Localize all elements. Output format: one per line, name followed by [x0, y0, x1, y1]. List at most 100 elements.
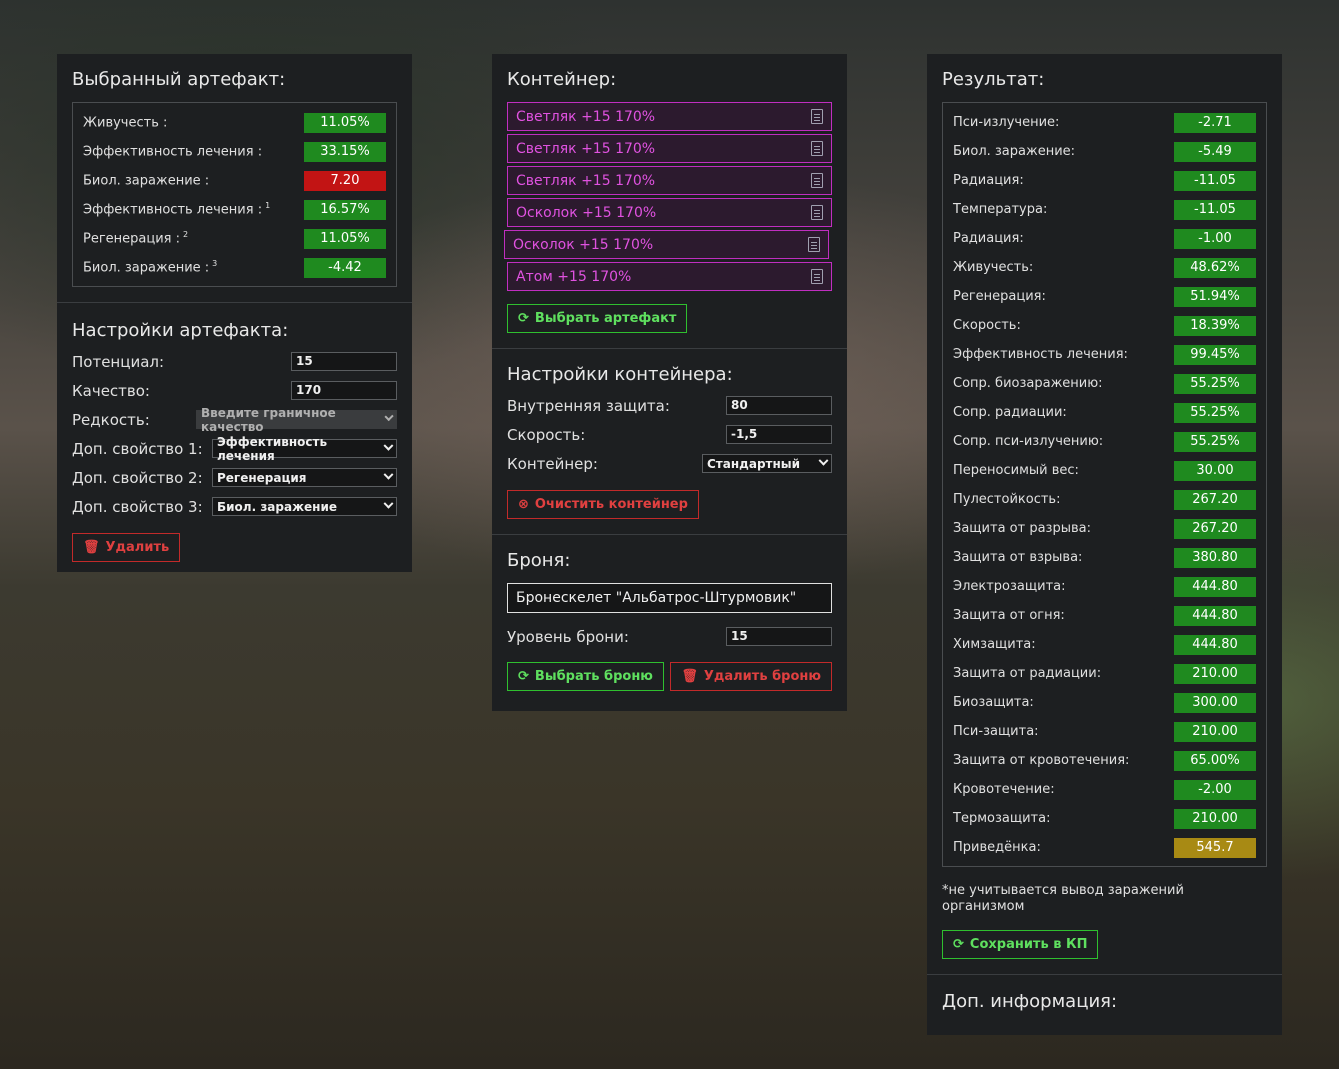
result-stat-row: Эффективность лечения: 99.45% [953, 340, 1256, 369]
document-icon[interactable] [808, 237, 820, 252]
artifact-stat-value: 16.57% [304, 199, 386, 220]
document-icon[interactable] [811, 269, 823, 284]
result-stat-value: 444.80 [1174, 634, 1256, 655]
speed-label: Скорость: [507, 425, 586, 444]
result-stat-row: Скорость: 18.39% [953, 311, 1256, 340]
container-item-label: Осколок +15 170% [516, 204, 657, 221]
save-to-clipboard-label: Сохранить в КП [969, 937, 1088, 952]
artifact-stat-label-text: Эффективность лечения : [83, 202, 263, 218]
result-stat-value: 48.62% [1174, 257, 1256, 278]
result-stat-label: Пси-излучение: [953, 115, 1060, 130]
rarity-row: Редкость: Введите граничное качество [72, 405, 397, 434]
result-stat-label: Электрозащита: [953, 579, 1066, 594]
prop3-row: Доп. свойство 3: Биол. заражение [72, 492, 397, 521]
artifact-stat-label: Живучесть : [83, 114, 170, 131]
document-icon[interactable] [811, 173, 823, 188]
inner-protection-row: Внутренняя защита: 80 [507, 391, 832, 420]
result-stat-row: Сопр. радиации: 55.25% [953, 398, 1256, 427]
artifact-stat-label: Биол. заражение : [83, 172, 212, 189]
container-type-select[interactable]: Стандартный [702, 454, 832, 473]
result-stat-label: Пси-защита: [953, 724, 1039, 739]
container-item[interactable]: Атом +15 170% [507, 262, 832, 291]
container-item[interactable]: Светляк +15 170% [507, 102, 832, 131]
container-item-label: Светляк +15 170% [516, 172, 656, 189]
chevron-down-icon [383, 469, 394, 480]
speed-input[interactable]: -1,5 [726, 425, 832, 444]
potential-input[interactable]: 15 [291, 352, 397, 371]
armor-name-field[interactable]: Бронескелет "Альбатрос-Штурмовик" [507, 583, 832, 613]
result-stat-label: Защита от радиации: [953, 666, 1102, 681]
rarity-select-value: Введите граничное качество [201, 405, 336, 434]
select-armor-label: Выбрать броню [534, 669, 653, 684]
artifact-stat-value: 11.05% [304, 228, 386, 249]
artifact-stat-row: Эффективность лечения :1 16.57% [83, 195, 386, 224]
artifact-stat-value: -4.42 [304, 257, 386, 278]
clear-container-button[interactable]: ⊗ Очистить контейнер [507, 490, 699, 519]
result-stat-label: Радиация: [953, 231, 1024, 246]
document-icon[interactable] [811, 205, 823, 220]
document-icon[interactable] [811, 109, 823, 124]
artifact-panel: Выбранный артефакт: Живучесть : 11.05% Эфф… [57, 54, 412, 572]
result-stat-row: Биол. заражение: -5.49 [953, 137, 1256, 166]
result-stat-label: Защита от взрыва: [953, 550, 1083, 565]
result-stat-row: Биозащита: 300.00 [953, 688, 1256, 717]
rarity-select[interactable]: Введите граничное качество [196, 406, 397, 434]
delete-armor-button[interactable]: 🗑 Удалить броню [670, 662, 832, 691]
artifact-stats: Живучесть : 11.05% Эффективность лечения :… [72, 102, 397, 287]
result-stat-row: Защита от разрыва: 267.20 [953, 514, 1256, 543]
result-stat-label: Сопр. пси-излучению: [953, 434, 1104, 449]
select-armor-button[interactable]: ⟳ Выбрать броню [507, 662, 664, 691]
result-stat-label: Приведёнка: [953, 840, 1041, 855]
artifact-stat-row: Биол. заражение :3 -4.42 [83, 253, 386, 282]
result-stat-value: 65.00% [1174, 750, 1256, 771]
result-stat-label: Биозащита: [953, 695, 1034, 710]
container-item[interactable]: Осколок +15 170% [507, 198, 832, 227]
result-stat-label: Скорость: [953, 318, 1021, 333]
container-item[interactable]: Осколок +15 170% [504, 230, 829, 259]
result-stat-label: Температура: [953, 202, 1048, 217]
result-stat-value: 267.20 [1174, 489, 1256, 510]
result-stat-row: Переносимый вес: 30.00 [953, 456, 1256, 485]
artifact-stat-label-text: Биол. заражение : [83, 173, 210, 189]
delete-armor-label: Удалить броню [703, 669, 821, 684]
prop1-select[interactable]: Эффективность лечения [212, 435, 397, 463]
prop2-select[interactable]: Регенерация [212, 468, 397, 487]
prop3-label: Доп. свойство 3: [72, 497, 203, 516]
prop2-label: Доп. свойство 2: [72, 468, 203, 487]
container-item-label: Светляк +15 170% [516, 140, 656, 157]
result-stat-row: Пси-излучение: -2.71 [953, 108, 1256, 137]
container-title: Контейнер: [507, 69, 617, 90]
result-stat-value: 55.25% [1174, 402, 1256, 423]
potential-label: Потенциал: [72, 352, 165, 371]
result-stat-row: Кровотечение: -2.00 [953, 775, 1256, 804]
artifact-stat-label-text: Регенерация : [83, 231, 181, 247]
result-stat-row: Сопр. биозаражению: 55.25% [953, 369, 1256, 398]
artifact-stat-label: Эффективность лечения : [83, 143, 265, 160]
armor-level-input[interactable]: 15 [726, 627, 832, 646]
refresh-icon: ⟳ [518, 669, 529, 684]
container-item[interactable]: Светляк +15 170% [507, 134, 832, 163]
container-item[interactable]: Светляк +15 170% [507, 166, 832, 195]
result-stat-row: Живучесть: 48.62% [953, 253, 1256, 282]
result-stat-label: Химзащита: [953, 637, 1036, 652]
rarity-label: Редкость: [72, 410, 150, 429]
speed-row: Скорость: -1,5 [507, 420, 832, 449]
result-stat-row: Термозащита: 210.00 [953, 804, 1256, 833]
delete-artifact-button[interactable]: 🗑 Удалить [72, 533, 181, 562]
result-stat-row: Сопр. пси-излучению: 55.25% [953, 427, 1256, 456]
container-type-value: Стандартный [707, 456, 801, 471]
chevron-down-icon [383, 498, 394, 509]
armor-level-label: Уровень брони: [507, 627, 629, 646]
prop2-row: Доп. свойство 2: Регенерация [72, 463, 397, 492]
container-list: Светляк +15 170% Светляк +15 170% Светляк … [504, 102, 832, 291]
select-artifact-button[interactable]: ⟳ Выбрать артефакт [507, 304, 688, 333]
prop3-select[interactable]: Биол. заражение [212, 497, 397, 516]
result-stat-value: 380.80 [1174, 547, 1256, 568]
inner-protection-input[interactable]: 80 [726, 396, 832, 415]
quality-input[interactable]: 170 [291, 381, 397, 400]
artifact-stat-row: Эффективность лечения : 33.15% [83, 137, 386, 166]
save-to-clipboard-button[interactable]: ⟳ Сохранить в КП [942, 930, 1099, 959]
document-icon[interactable] [811, 141, 823, 156]
delete-artifact-label: Удалить [105, 540, 170, 555]
result-stat-value: 545.7 [1174, 837, 1256, 858]
